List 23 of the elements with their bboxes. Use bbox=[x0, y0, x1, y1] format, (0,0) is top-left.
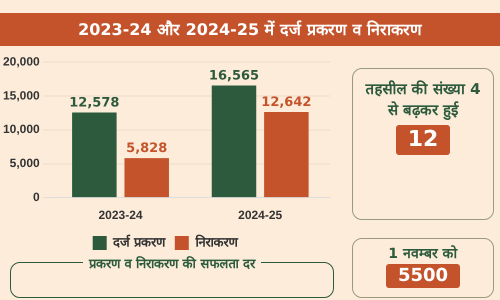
bar bbox=[212, 85, 256, 198]
y-tick-label: 10,000 bbox=[3, 122, 40, 136]
text: 1 नवम्बर को bbox=[387, 244, 459, 262]
data-label: 12,642 bbox=[261, 94, 312, 110]
data-label: 12,578 bbox=[69, 95, 120, 110]
x-tick-label: 2024-25 bbox=[238, 208, 283, 222]
text: प्रकरण व निराकरण की सफलता दर bbox=[83, 257, 261, 272]
text: 5500 bbox=[386, 264, 460, 288]
legend-label: निराकरण bbox=[194, 234, 238, 250]
text: 12 bbox=[396, 125, 450, 155]
data-label: 5,828 bbox=[126, 141, 168, 156]
y-tick-label: 20,000 bbox=[3, 54, 40, 69]
x-tick-label: 2023-24 bbox=[98, 208, 143, 222]
y-tick-label: 0 bbox=[33, 190, 40, 204]
data-label: 16,565 bbox=[208, 68, 260, 84]
y-tick-label: 5,000 bbox=[10, 156, 40, 170]
text: तहसील की संख्या 4 से बढ़कर हुई bbox=[364, 79, 482, 122]
bar bbox=[124, 158, 169, 198]
y-tick-label: 15,000 bbox=[3, 88, 40, 102]
chart-title: 2023-24 और 2024-25 में दर्ज प्रकरण व निराकरण bbox=[0, 13, 500, 46]
bar bbox=[72, 112, 117, 198]
legend-label: दर्ज प्रकरण bbox=[112, 234, 166, 250]
bar bbox=[264, 112, 309, 198]
